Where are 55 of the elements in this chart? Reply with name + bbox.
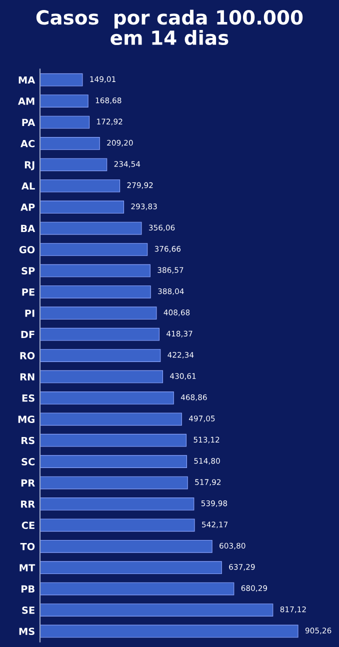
bar — [40, 540, 212, 553]
bar — [40, 328, 160, 341]
y-tick-label: PR — [21, 479, 35, 486]
bar — [40, 518, 195, 532]
y-tick-label: MG — [18, 416, 34, 423]
y-tick-label: SP — [22, 267, 35, 275]
y-tick-label: MA — [18, 76, 36, 84]
bar — [40, 370, 164, 384]
bar — [40, 243, 148, 256]
y-tick-label: AL — [21, 182, 35, 190]
bar — [40, 116, 90, 129]
y-tick-label: SC — [22, 458, 35, 466]
bar — [40, 94, 88, 108]
y-tick-label: RR — [21, 500, 35, 508]
bar — [40, 476, 188, 490]
y-tick-label: SE — [22, 606, 34, 614]
bar — [40, 455, 187, 468]
y-tick-label: RN — [20, 373, 34, 380]
bar — [40, 349, 161, 362]
y-tick-label: AC — [20, 140, 35, 148]
bar — [40, 498, 194, 510]
y-tick-label: GO — [19, 246, 35, 254]
bar — [40, 264, 150, 278]
y-tick-label: CE — [22, 522, 34, 530]
bar — [40, 624, 298, 638]
y-tick-label: PE — [22, 288, 34, 296]
bar — [40, 582, 234, 596]
y-tick-label: MT — [20, 564, 36, 572]
bar — [40, 604, 274, 616]
bar — [40, 306, 157, 320]
y-tick-label: ES — [22, 394, 34, 402]
bar — [40, 434, 187, 447]
bar — [40, 222, 142, 235]
y-tick-label: AP — [20, 204, 35, 211]
bar — [40, 285, 151, 298]
y-tick-label: PB — [22, 585, 34, 592]
y-tick-label: AM — [18, 98, 34, 105]
bar — [40, 137, 100, 150]
y-tick-label: BA — [21, 224, 36, 232]
bar — [40, 158, 108, 172]
y-tick-label: DF — [21, 330, 34, 338]
bar — [40, 561, 222, 574]
bar — [40, 73, 83, 86]
bar — [40, 392, 174, 404]
y-tick-label: TO — [20, 542, 35, 550]
chart-title: Casos por cada 100.000 em 14 dias — [36, 10, 303, 46]
y-tick-label: PI — [25, 310, 34, 317]
y-tick-label: PA — [22, 118, 36, 126]
y-tick-label: RJ — [24, 161, 34, 170]
bar — [40, 179, 120, 192]
y-tick-label: MS — [19, 628, 34, 636]
bar — [40, 200, 124, 214]
y-tick-label: RO — [20, 352, 35, 360]
bar — [40, 412, 182, 426]
y-tick-label: RS — [22, 436, 34, 444]
